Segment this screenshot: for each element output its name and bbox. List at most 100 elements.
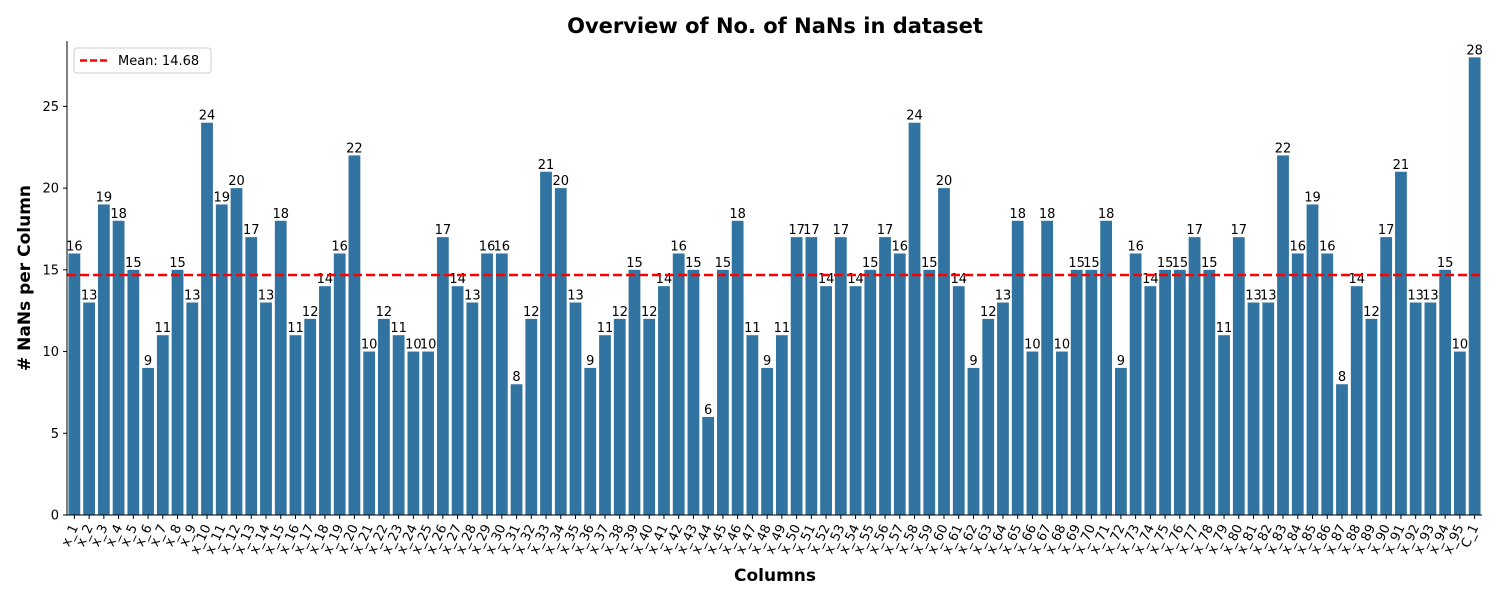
bar-x_41 — [658, 286, 670, 515]
bar-value-label: 15 — [169, 256, 186, 271]
bar-x_71 — [1100, 220, 1113, 516]
bar-value-label: 20 — [553, 174, 570, 189]
bar-x_7 — [156, 335, 169, 515]
y-tick-label: 10 — [42, 345, 59, 360]
bar-value-label: 16 — [670, 239, 687, 254]
bar-x_95 — [1453, 351, 1466, 515]
bar-x_55 — [864, 269, 877, 515]
bar-value-label: 15 — [1083, 256, 1100, 271]
bar-x_54 — [849, 286, 862, 515]
bar-value-label: 11 — [744, 321, 761, 336]
bar-value-label: 15 — [1157, 256, 1174, 271]
bar-value-label: 11 — [774, 321, 791, 336]
bar-x_35 — [569, 302, 582, 515]
bar-x_33 — [540, 171, 552, 516]
bar-x_53 — [834, 237, 847, 515]
bar-value-label: 12 — [1363, 305, 1380, 320]
bar-value-label: 12 — [611, 305, 628, 320]
bar-value-label: 16 — [479, 239, 496, 254]
bar-value-label: 18 — [1009, 207, 1026, 222]
bar-x_18 — [319, 286, 331, 515]
bar-value-label: 16 — [1319, 239, 1336, 254]
bar-x_70 — [1085, 269, 1098, 515]
bar-value-label: 21 — [538, 158, 555, 173]
bar-value-label: 18 — [1039, 207, 1056, 222]
bar-value-label: 18 — [272, 207, 289, 222]
bar-value-label: 16 — [892, 239, 909, 254]
bar-value-label: 16 — [66, 239, 83, 254]
bar-x_38 — [613, 318, 626, 515]
bar-x_20 — [348, 155, 361, 515]
bar-x_2 — [83, 302, 96, 515]
bar-x_31 — [510, 384, 523, 515]
bar-C_1 — [1468, 57, 1481, 516]
bar-value-label: 17 — [788, 223, 805, 238]
axes-group — [66, 41, 1482, 516]
bar-x_26 — [436, 237, 449, 515]
bar-value-label: 12 — [302, 305, 319, 320]
bar-x_44 — [702, 416, 715, 515]
bar-x_85 — [1306, 204, 1319, 515]
bar-x_23 — [392, 335, 405, 515]
bar-value-label: 13 — [1245, 289, 1262, 304]
bar-value-label: 13 — [81, 289, 98, 304]
bar-value-label: 17 — [877, 223, 894, 238]
bar-value-label: 13 — [464, 289, 481, 304]
y-tick-label: 20 — [42, 182, 59, 197]
bar-x_45 — [717, 269, 729, 515]
bar-value-label: 15 — [1437, 256, 1454, 271]
bar-value-label: 6 — [704, 403, 712, 418]
bar-x_5 — [127, 269, 140, 515]
bar-x_32 — [525, 318, 538, 515]
legend-box — [73, 47, 212, 74]
bar-value-label: 11 — [1216, 321, 1233, 336]
bar-value-label: 11 — [155, 321, 172, 336]
bar-x_21 — [363, 351, 376, 515]
bar-value-label: 13 — [1407, 289, 1424, 304]
bar-value-label: 13 — [184, 289, 201, 304]
bar-value-label: 15 — [921, 256, 938, 271]
bar-x_58 — [908, 122, 921, 516]
bar-x_90 — [1380, 237, 1393, 515]
bar-x_68 — [1056, 351, 1068, 515]
bar-x_36 — [584, 367, 597, 515]
bar-value-label: 19 — [1304, 190, 1321, 205]
bar-x_60 — [938, 188, 950, 515]
bar-x_80 — [1232, 237, 1245, 515]
bar-value-label: 22 — [346, 141, 363, 156]
bar-x_9 — [186, 302, 199, 515]
legend-mean-label: Mean: 14.68 — [118, 54, 199, 69]
bar-x_43 — [687, 269, 700, 515]
bar-value-label: 12 — [523, 305, 540, 320]
bar-x_86 — [1321, 253, 1334, 515]
bar-value-label: 24 — [199, 109, 216, 124]
bar-value-label: 8 — [1338, 370, 1346, 385]
bar-x_47 — [746, 335, 759, 515]
bar-x_37 — [599, 335, 611, 515]
bar-value-label: 15 — [1201, 256, 1218, 271]
bar-value-label: 13 — [995, 289, 1012, 304]
bar-x_16 — [289, 335, 302, 515]
bar-x_64 — [997, 302, 1009, 515]
bar-value-label: 19 — [213, 190, 230, 205]
bar-value-label: 17 — [1186, 223, 1203, 238]
bar-x_22 — [378, 318, 390, 515]
bar-value-label: 15 — [685, 256, 702, 271]
bar-x_78 — [1203, 269, 1216, 515]
bar-x_51 — [805, 237, 818, 515]
bar-value-label: 10 — [1054, 338, 1071, 353]
bar-value-label: 10 — [1452, 338, 1469, 353]
y-tick-label: 5 — [51, 427, 59, 442]
bar-x_19 — [333, 253, 346, 515]
bar-x_77 — [1188, 237, 1201, 515]
bar-x_30 — [495, 253, 508, 515]
chart-title: Overview of No. of NaNs in dataset — [567, 14, 983, 38]
bar-labels-group: 1613191815911151324192017131811121416221… — [66, 43, 1483, 418]
bar-x_82 — [1262, 302, 1275, 515]
bar-value-label: 12 — [376, 305, 393, 320]
bar-value-label: 12 — [641, 305, 658, 320]
bar-x_8 — [171, 269, 184, 515]
bar-value-label: 10 — [420, 338, 437, 353]
bar-x_39 — [628, 269, 641, 515]
